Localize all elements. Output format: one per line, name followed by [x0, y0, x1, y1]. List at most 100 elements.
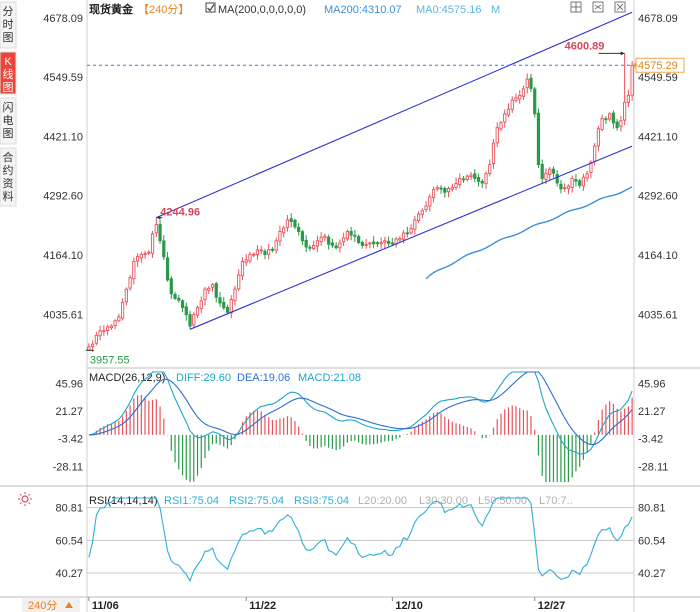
macd-legend-macd: MACD:21.08: [298, 372, 361, 384]
price-tick-left: 4035.61: [43, 309, 83, 321]
check-icon: [207, 4, 215, 12]
candle-body: [345, 231, 349, 240]
candle-body: [604, 118, 608, 121]
candle-body: [128, 277, 132, 289]
settings-icon[interactable]: [592, 1, 604, 13]
candle-body: [386, 240, 391, 244]
side-tab-char: 合: [3, 150, 14, 164]
candle-body: [173, 293, 177, 299]
close-icon[interactable]: [614, 1, 626, 13]
candle-body: [551, 168, 556, 174]
period-selector-label: 240分: [28, 599, 57, 612]
candle-body: [304, 239, 308, 248]
price-tick-right: 4549.59: [638, 72, 678, 84]
candle-body: [476, 176, 481, 182]
candle-body: [120, 301, 125, 319]
candle-body: [431, 189, 436, 199]
candle-body: [559, 183, 563, 190]
side-tab-char: K: [4, 56, 12, 68]
candle-body: [165, 257, 170, 281]
period-selector-bg[interactable]: [22, 598, 80, 612]
side-tab-bg[interactable]: [0, 97, 17, 145]
rsi-tick-left: 80.81: [55, 503, 83, 515]
price-tick-right: 4035.61: [638, 309, 678, 321]
rsi-legend-l70: L70:7..: [539, 495, 573, 507]
candle-body: [274, 240, 278, 251]
candle-body: [289, 218, 293, 223]
price-tick-right: 4292.60: [638, 191, 678, 203]
candle-body: [435, 187, 439, 190]
candle-body: [600, 117, 604, 130]
channel-upper-line[interactable]: [156, 11, 633, 219]
close-cross-icon: [616, 3, 624, 11]
expand-icon: [594, 4, 602, 10]
candle-body: [428, 196, 432, 207]
candle-body: [315, 240, 320, 247]
candle-body: [611, 112, 616, 124]
candle-body: [581, 176, 586, 187]
candle-body: [379, 242, 383, 245]
last-price-label: 4575.29: [638, 60, 678, 72]
candle-body: [334, 245, 338, 249]
side-tab-2[interactable]: 闪电图: [0, 97, 17, 145]
candle-body: [461, 178, 466, 181]
time-label: 12/10: [395, 600, 423, 612]
candle-body: [158, 224, 162, 242]
price-tick-left: 4421.10: [43, 131, 83, 143]
candle-body: [192, 314, 196, 326]
caret-up-icon[interactable]: [65, 602, 73, 608]
rsi-settings-icon[interactable]: [18, 492, 32, 506]
candle-body: [150, 233, 155, 254]
candle-body: [409, 227, 413, 234]
rsi-legend-rsi3: RSI3:75.04: [294, 495, 349, 507]
candle-body: [578, 180, 582, 186]
ma-checkbox[interactable]: [205, 2, 216, 13]
macd-tick-left: -3.42: [58, 434, 83, 446]
candle-body: [368, 242, 372, 245]
marker-arrow-icon: [157, 215, 161, 220]
candle-body: [323, 235, 327, 239]
side-tab-char: 图: [3, 81, 14, 94]
side-tab-1[interactable]: K线图: [0, 51, 17, 95]
candle-body: [525, 78, 529, 89]
side-tab-bg[interactable]: [0, 1, 17, 49]
candle-body: [518, 94, 522, 100]
candle-body: [139, 254, 143, 259]
candle-body: [383, 240, 387, 243]
rsi-tick-left: 60.54: [55, 535, 83, 547]
candle-body: [589, 161, 593, 173]
macd-diff-line: [88, 371, 633, 455]
side-tab-char: 约: [3, 164, 14, 177]
candle-body: [267, 249, 271, 255]
marker-arrow-icon: [620, 51, 625, 56]
side-tab-char: 资: [3, 177, 14, 190]
macd-legend-diff: DIFF:29.60: [176, 372, 231, 384]
candle-body: [491, 142, 496, 164]
side-tab-char: 图: [3, 127, 14, 140]
candle-body: [563, 187, 567, 190]
price-tick-left: 4678.09: [43, 13, 83, 25]
ma-toggle-label[interactable]: MA(200,0,0,0,0,0): [218, 4, 306, 16]
candle-body: [263, 250, 267, 256]
candle-body: [91, 343, 95, 347]
candle-body: [443, 188, 447, 193]
candle-body: [413, 219, 417, 230]
candle-body: [117, 316, 121, 322]
candle-body: [465, 175, 469, 180]
candle-body: [233, 288, 237, 302]
period-selector[interactable]: 240分: [22, 598, 80, 612]
candle-body: [570, 177, 574, 188]
rsi-tick-right: 60.54: [638, 535, 666, 547]
side-tab-bg[interactable]: [0, 51, 17, 95]
sun-core-icon[interactable]: [21, 495, 29, 503]
channel-lower-line[interactable]: [189, 145, 633, 330]
candle-body: [259, 249, 263, 252]
side-tab-0[interactable]: 分时图: [0, 1, 17, 49]
period-tag: 【240分】: [138, 3, 189, 16]
candle-body: [488, 164, 492, 174]
price-tick-right: 4678.09: [638, 13, 678, 25]
candle-body: [364, 243, 368, 246]
side-tab-bg[interactable]: [0, 147, 17, 207]
